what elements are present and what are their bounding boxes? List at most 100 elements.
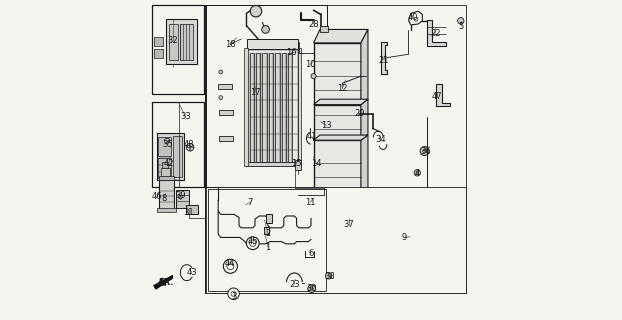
Bar xyxy=(246,162,299,166)
Circle shape xyxy=(246,237,259,250)
Circle shape xyxy=(223,259,238,273)
Bar xyxy=(180,24,193,60)
Bar xyxy=(152,5,204,94)
Bar xyxy=(295,160,301,170)
Polygon shape xyxy=(437,84,450,106)
Text: 5: 5 xyxy=(458,22,463,31)
Circle shape xyxy=(325,273,332,279)
Bar xyxy=(158,137,171,156)
Text: 17: 17 xyxy=(249,88,261,97)
Circle shape xyxy=(414,170,420,176)
Text: 45: 45 xyxy=(248,237,258,246)
Text: 8: 8 xyxy=(161,194,167,203)
Text: 41: 41 xyxy=(307,132,317,140)
Text: 2: 2 xyxy=(265,229,271,238)
Bar xyxy=(256,53,261,162)
Bar xyxy=(206,187,466,293)
Text: 4: 4 xyxy=(415,169,420,178)
Bar xyxy=(320,26,328,32)
Bar xyxy=(262,53,267,162)
Text: 40: 40 xyxy=(407,13,418,22)
Bar xyxy=(275,53,280,162)
Bar xyxy=(159,176,174,180)
Bar xyxy=(185,205,198,214)
Bar xyxy=(247,49,297,164)
Circle shape xyxy=(346,218,352,224)
Text: 47: 47 xyxy=(432,92,443,101)
Bar xyxy=(266,214,272,223)
Circle shape xyxy=(317,195,323,201)
Text: 9: 9 xyxy=(402,233,407,242)
Text: 43: 43 xyxy=(187,268,197,277)
Circle shape xyxy=(308,285,315,292)
Text: 28: 28 xyxy=(309,20,319,28)
Bar xyxy=(264,227,269,234)
Text: 48: 48 xyxy=(183,140,194,149)
Bar xyxy=(173,136,182,177)
Text: 35: 35 xyxy=(162,140,173,149)
Text: 42: 42 xyxy=(164,159,174,168)
Text: 1: 1 xyxy=(265,243,271,252)
Bar xyxy=(154,37,162,46)
Circle shape xyxy=(458,18,464,24)
Text: 18: 18 xyxy=(225,40,236,49)
Text: 7: 7 xyxy=(248,198,253,207)
Text: 11: 11 xyxy=(305,198,315,207)
Circle shape xyxy=(311,74,316,79)
Text: 31: 31 xyxy=(183,208,194,217)
Polygon shape xyxy=(361,99,368,138)
Bar xyxy=(249,53,254,162)
Text: 32: 32 xyxy=(167,36,178,44)
Bar xyxy=(205,5,465,293)
Text: 14: 14 xyxy=(312,159,322,168)
Bar xyxy=(282,53,286,162)
Circle shape xyxy=(186,143,194,151)
Bar xyxy=(288,53,292,162)
Bar xyxy=(247,39,297,49)
Bar xyxy=(244,48,248,166)
Circle shape xyxy=(219,70,223,74)
Text: 22: 22 xyxy=(430,29,440,38)
Text: 39: 39 xyxy=(175,191,186,200)
Text: FR.: FR. xyxy=(159,278,174,287)
Polygon shape xyxy=(427,20,446,46)
Bar xyxy=(313,43,361,103)
Polygon shape xyxy=(154,275,173,289)
Circle shape xyxy=(228,288,239,300)
Bar xyxy=(176,190,190,208)
Text: 36: 36 xyxy=(420,147,431,156)
Bar xyxy=(218,84,231,89)
Text: 44: 44 xyxy=(225,259,236,268)
Bar xyxy=(313,105,361,138)
Bar xyxy=(154,49,162,58)
Circle shape xyxy=(420,147,429,156)
Circle shape xyxy=(164,138,170,143)
Text: 10: 10 xyxy=(305,60,315,69)
Bar xyxy=(157,208,176,212)
Text: 13: 13 xyxy=(321,121,332,130)
Text: 34: 34 xyxy=(376,135,386,144)
Text: 37: 37 xyxy=(343,220,354,229)
Bar xyxy=(206,5,327,187)
Circle shape xyxy=(219,96,223,100)
Polygon shape xyxy=(381,42,387,74)
Bar xyxy=(297,48,301,166)
Text: 29: 29 xyxy=(355,109,365,118)
Bar xyxy=(269,53,273,162)
Circle shape xyxy=(250,5,262,17)
Text: 38: 38 xyxy=(324,272,335,281)
Text: 3: 3 xyxy=(231,292,236,301)
Bar xyxy=(160,168,170,176)
Bar xyxy=(219,110,233,115)
Text: 33: 33 xyxy=(180,112,191,121)
Bar xyxy=(166,19,197,64)
Text: 16: 16 xyxy=(286,48,297,57)
Bar xyxy=(219,136,233,141)
Text: 23: 23 xyxy=(289,280,300,289)
Circle shape xyxy=(262,26,269,33)
Bar xyxy=(158,158,171,178)
Bar xyxy=(157,133,184,180)
Text: 6: 6 xyxy=(309,249,313,258)
Polygon shape xyxy=(313,29,368,43)
Polygon shape xyxy=(313,135,368,140)
